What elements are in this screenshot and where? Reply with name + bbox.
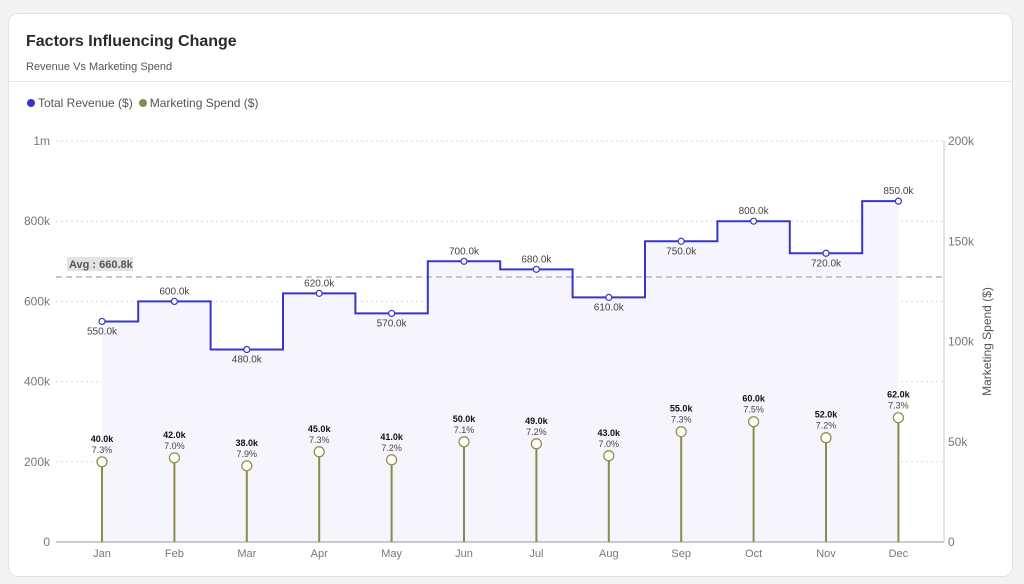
x-tick-label: Dec xyxy=(889,548,909,560)
average-label-background xyxy=(67,257,133,272)
revenue-point[interactable] xyxy=(388,309,396,318)
marketing-point[interactable] xyxy=(530,438,543,450)
x-tick-label: Apr xyxy=(311,548,328,560)
y-left-tick-label: 200k xyxy=(24,455,51,469)
marketing-percent-label: 7.2% xyxy=(381,443,402,453)
marketing-percent-label: 7.2% xyxy=(526,427,547,437)
revenue-point[interactable] xyxy=(98,317,106,326)
marketing-point[interactable] xyxy=(675,426,687,438)
marketing-percent-label: 7.3% xyxy=(92,445,113,455)
revenue-point[interactable] xyxy=(532,265,541,273)
marketing-point[interactable] xyxy=(386,454,398,466)
y-left-tick-label: 800k xyxy=(24,214,51,228)
header-divider xyxy=(9,81,1012,82)
x-tick-label: Sep xyxy=(671,548,691,560)
marketing-value-label: 41.0k xyxy=(380,432,404,442)
marketing-value-label: 49.0k xyxy=(525,416,549,426)
revenue-data-label: 680.0k xyxy=(521,254,552,265)
revenue-data-label: 480.0k xyxy=(232,355,263,366)
marketing-point[interactable] xyxy=(892,412,905,424)
marketing-point[interactable] xyxy=(168,452,180,464)
revenue-data-label: 550.0k xyxy=(87,326,118,337)
revenue-point[interactable] xyxy=(749,217,758,225)
revenue-area-fill xyxy=(102,201,899,542)
y-right-tick-label: 200k xyxy=(948,134,975,148)
marketing-legend-marker-icon xyxy=(138,99,147,107)
revenue-point[interactable] xyxy=(170,297,178,305)
x-tick-label: Nov xyxy=(816,548,836,560)
average-label: Avg : 660.8k xyxy=(69,259,134,271)
marketing-value-label: 40.0k xyxy=(91,434,115,444)
revenue-legend-marker-icon xyxy=(27,99,35,107)
legend-label-marketing: Marketing Spend ($) xyxy=(149,96,259,110)
marketing-value-label: 60.0k xyxy=(742,394,766,404)
marketing-value-label: 42.0k xyxy=(163,430,187,440)
x-tick-label: Jun xyxy=(455,548,473,560)
revenue-point[interactable] xyxy=(315,289,323,297)
marketing-point[interactable] xyxy=(820,432,832,444)
legend-item-marketing[interactable]: Marketing Spend ($) xyxy=(138,96,259,110)
marketing-percent-label: 7.0% xyxy=(599,439,620,449)
marketing-value-label: 45.0k xyxy=(308,424,332,434)
marketing-percent-label: 7.1% xyxy=(454,425,475,435)
revenue-data-label: 570.0k xyxy=(377,318,408,329)
marketing-value-label: 38.0k xyxy=(236,438,260,448)
marketing-point[interactable] xyxy=(313,446,325,458)
revenue-point[interactable] xyxy=(605,293,613,301)
y-left-tick-label: 400k xyxy=(24,375,51,389)
marketing-percent-label: 7.3% xyxy=(888,401,909,411)
marketing-percent-label: 7.3% xyxy=(671,415,692,425)
marketing-value-label: 52.0k xyxy=(815,410,839,420)
x-tick-label: Mar xyxy=(237,548,256,560)
marketing-percent-label: 7.0% xyxy=(164,441,185,451)
revenue-data-label: 610.0k xyxy=(594,302,625,313)
revenue-point[interactable] xyxy=(822,249,830,257)
y-right-tick-label: 100k xyxy=(948,335,975,349)
x-tick-label: Jul xyxy=(529,548,543,560)
marketing-point[interactable] xyxy=(603,450,615,462)
chart-title: Factors Influencing Change xyxy=(26,33,237,50)
legend-item-revenue[interactable]: Total Revenue ($) xyxy=(27,96,133,110)
x-tick-label: May xyxy=(381,548,402,560)
marketing-value-label: 50.0k xyxy=(453,414,477,424)
revenue-data-label: 750.0k xyxy=(666,246,697,257)
legend: Total Revenue ($) Marketing Spend ($) xyxy=(27,96,258,110)
x-tick-label: Feb xyxy=(165,548,184,560)
y-right-tick-label: 50k xyxy=(948,435,968,449)
revenue-point[interactable] xyxy=(677,237,685,245)
marketing-value-label: 62.0k xyxy=(887,390,911,400)
x-tick-label: Jan xyxy=(93,548,111,560)
y-left-tick-label: 0 xyxy=(43,535,50,549)
x-tick-label: Aug xyxy=(599,548,619,560)
marketing-percent-label: 7.5% xyxy=(743,405,764,415)
marketing-percent-label: 7.9% xyxy=(237,449,258,459)
marketing-point[interactable] xyxy=(96,456,108,468)
revenue-point[interactable] xyxy=(243,345,251,354)
marketing-percent-label: 7.3% xyxy=(309,435,330,445)
marketing-point[interactable] xyxy=(747,416,760,428)
revenue-data-label: 720.0k xyxy=(811,258,842,269)
marketing-value-label: 55.0k xyxy=(670,404,694,414)
revenue-point[interactable] xyxy=(460,257,468,265)
y-left-tick-label: 600k xyxy=(24,294,51,308)
marketing-point[interactable] xyxy=(241,460,253,472)
revenue-data-label: 800.0k xyxy=(739,206,770,217)
marketing-point[interactable] xyxy=(458,436,470,448)
y-right-tick-label: 0 xyxy=(948,535,955,549)
marketing-percent-label: 7.2% xyxy=(816,421,837,431)
revenue-data-label: 700.0k xyxy=(449,246,480,257)
revenue-data-label: 850.0k xyxy=(883,186,914,197)
y-left-tick-label: 1m xyxy=(33,134,50,148)
marketing-value-label: 43.0k xyxy=(598,428,622,438)
y-right-tick-label: 150k xyxy=(948,234,975,248)
revenue-point[interactable] xyxy=(894,197,903,205)
chart-subtitle: Revenue Vs Marketing Spend xyxy=(26,61,173,73)
revenue-step-line xyxy=(102,200,899,351)
revenue-data-label: 600.0k xyxy=(159,286,190,297)
revenue-data-label: 620.0k xyxy=(304,278,335,289)
x-tick-label: Oct xyxy=(745,548,762,560)
legend-label-revenue: Total Revenue ($) xyxy=(38,96,133,110)
y-right-axis-title: Marketing Spend ($) xyxy=(980,287,994,396)
